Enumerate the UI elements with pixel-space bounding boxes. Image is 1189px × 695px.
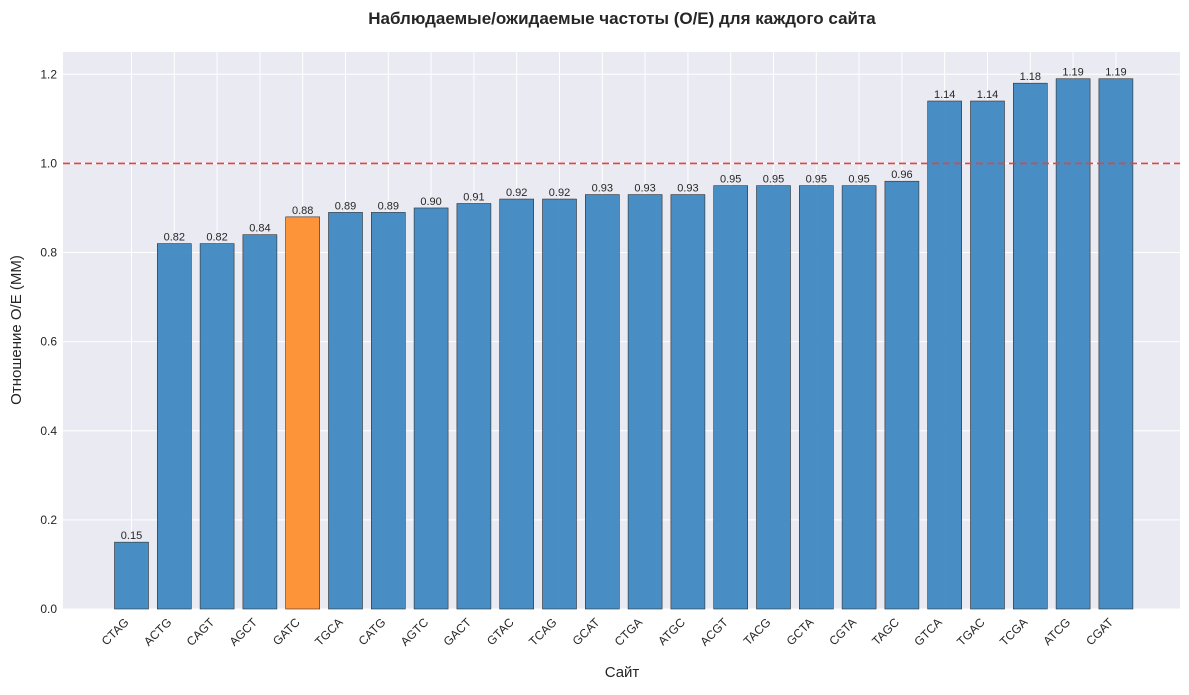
x-tick-labels: CTAG ACTG CAGT AGCT GATC TGCA CATG AGTC GACT GTAC… [99, 615, 1117, 649]
x-tick-label: CAGT [184, 615, 218, 649]
y-tick-label: 0.0 [40, 602, 57, 616]
y-tick-label: 0.6 [40, 335, 57, 349]
value-label: 0.91 [463, 192, 484, 204]
bar-catg [370, 212, 406, 610]
x-tick-label: TAGC [869, 615, 902, 648]
bar-acgt [713, 185, 749, 610]
value-label: 1.18 [1020, 71, 1041, 83]
value-label: 0.89 [335, 200, 356, 212]
bar-gtac [499, 198, 535, 610]
value-label: 0.93 [677, 183, 698, 195]
value-labels-layer: 0.15 0.82 0.82 0.84 0.88 0.89 0.89 0.90 0.91 0.92… [121, 67, 1127, 542]
bar-agct [242, 234, 278, 610]
x-tick-label: ATCG [1040, 615, 1073, 648]
x-tick-label: CATG [356, 615, 389, 648]
x-tick-label: CTGA [612, 615, 645, 648]
x-tick-label: GTAC [484, 615, 517, 648]
x-tick-label: TACG [741, 615, 774, 648]
chart-title: Наблюдаемые/ожидаемые частоты (O/E) для … [368, 9, 876, 28]
x-tick-label: TCGA [997, 615, 1030, 648]
value-label: 0.89 [378, 200, 399, 212]
bar-tcag [542, 198, 577, 610]
bars-layer [114, 78, 1134, 610]
bar-tgac [970, 100, 1005, 610]
bar-ctag [114, 541, 149, 610]
value-label: 0.82 [164, 232, 185, 244]
value-label: 1.19 [1062, 67, 1083, 79]
x-tick-label: TGCA [312, 615, 345, 648]
x-tick-label: AGTC [398, 615, 432, 649]
bar-agtc [413, 207, 449, 610]
value-label: 0.92 [549, 187, 570, 199]
y-tick-label: 0.2 [40, 513, 57, 527]
bar-ctga [627, 194, 663, 610]
bar-gact [456, 203, 492, 610]
value-label: 0.90 [420, 196, 441, 208]
bar-atcg [1055, 78, 1091, 610]
value-label: 0.84 [249, 223, 270, 235]
x-tick-label: GTCA [911, 615, 944, 648]
y-tick-label: 1.2 [40, 67, 57, 81]
bar-tagc [884, 180, 920, 610]
value-label: 0.95 [763, 174, 784, 186]
bar-tcga [1012, 82, 1048, 610]
bar-gcat [584, 194, 620, 610]
x-tick-label: CGTA [826, 615, 859, 648]
bar-cgat [1098, 78, 1134, 610]
bar-cagt [199, 243, 235, 610]
bar-tgca [328, 212, 363, 610]
bar-gtca [927, 100, 963, 610]
value-label: 0.95 [848, 174, 869, 186]
x-axis-label: Сайт [605, 664, 640, 681]
x-tick-label: ACTG [141, 615, 174, 648]
bar-gcta [798, 185, 834, 610]
x-tick-label: ATGC [655, 615, 688, 648]
x-tick-label: CTAG [99, 615, 132, 648]
x-tick-label: TCAG [526, 615, 559, 648]
value-label: 0.93 [592, 183, 613, 195]
bar-tacg [756, 185, 791, 610]
x-tick-label: GCAT [570, 615, 603, 648]
y-tick-labels: 0.0 0.2 0.4 0.6 0.8 1.0 1.2 [40, 67, 57, 616]
x-tick-label: TGAC [954, 615, 988, 649]
value-label: 0.92 [506, 187, 527, 199]
bar-cgta [841, 185, 877, 610]
x-tick-label: GATC [270, 615, 303, 648]
x-tick-label: AGCT [227, 615, 261, 649]
y-tick-label: 0.8 [40, 246, 57, 260]
value-label: 0.93 [634, 183, 655, 195]
value-label: 0.95 [720, 174, 741, 186]
value-label: 0.95 [806, 174, 827, 186]
value-label: 0.82 [206, 232, 227, 244]
bar-atgc [670, 194, 706, 610]
value-label: 0.88 [292, 205, 313, 217]
value-label: 1.14 [977, 89, 998, 101]
value-label: 1.14 [934, 89, 955, 101]
y-axis-label: Отношение O/E (MM) [8, 255, 25, 405]
y-tick-label: 0.4 [40, 424, 57, 438]
x-tick-label: ACGT [697, 615, 731, 649]
x-tick-label: GACT [441, 615, 475, 649]
value-label: 1.19 [1105, 67, 1126, 79]
x-tick-label: GCTA [784, 615, 817, 648]
y-tick-label: 1.0 [40, 156, 57, 170]
bar-actg [157, 243, 192, 610]
bar-gatc [285, 216, 321, 610]
value-label: 0.15 [121, 530, 142, 542]
value-label: 0.96 [891, 169, 912, 181]
x-tick-label: CGAT [1083, 615, 1116, 648]
